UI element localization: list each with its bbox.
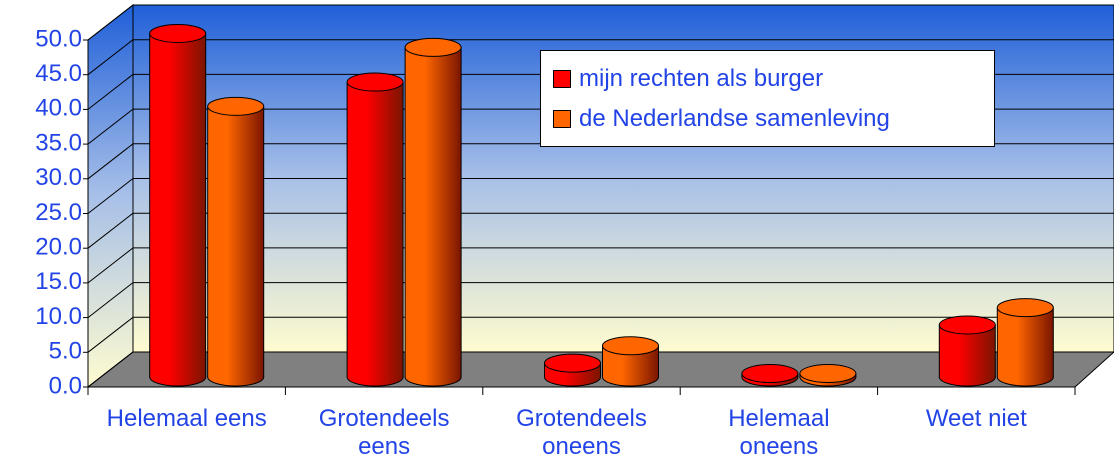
bar-top — [346, 72, 404, 92]
bar-top — [996, 298, 1054, 318]
grid-line-side — [87, 4, 134, 41]
y-tick-label: 30.0 — [35, 164, 82, 191]
y-tick-label: 15.0 — [35, 268, 82, 295]
bar-top — [149, 23, 207, 43]
bar — [997, 307, 1054, 377]
bar-top — [404, 37, 462, 57]
bar — [207, 106, 264, 377]
y-tick-label: 0.0 — [49, 372, 82, 399]
grid-line-side — [87, 282, 134, 318]
bar — [149, 33, 206, 377]
grid-line-side — [87, 351, 134, 388]
bar-top — [741, 364, 799, 384]
bar-top — [602, 336, 659, 356]
bar-top — [544, 353, 601, 373]
legend-swatch — [553, 110, 571, 128]
y-tick-label: 20.0 — [35, 234, 82, 261]
legend-label: de Nederlandse samenleving — [579, 105, 890, 132]
grid-line-side — [87, 39, 134, 76]
x-tick-label: Weet niet — [925, 405, 1027, 432]
y-tick-label: 45.0 — [35, 60, 82, 87]
grid-line-side — [87, 316, 134, 353]
legend-label: mijn rechten als burger — [579, 65, 824, 92]
y-tick-label: 25.0 — [35, 199, 82, 226]
legend: mijn rechten als burger de Nederlandse sa… — [540, 50, 995, 147]
legend-entry: de Nederlandse samenleving — [553, 105, 890, 133]
bar — [347, 82, 404, 378]
x-tick-label: Grotendeels oneens — [516, 405, 647, 460]
y-tick-label: 5.0 — [49, 338, 82, 365]
legend-swatch — [553, 70, 571, 88]
y-tick-label: 50.0 — [35, 25, 82, 52]
grid-line-side — [87, 143, 134, 180]
grid-line-side — [87, 247, 134, 284]
y-tick-label: 35.0 — [35, 129, 82, 156]
y-tick-label: 10.0 — [35, 303, 82, 330]
bar-top — [799, 364, 857, 384]
x-tick-label: Grotendeels eens — [318, 405, 450, 460]
legend-entry: mijn rechten als burger — [553, 65, 823, 93]
x-tick-label: Helemaal eens — [106, 405, 267, 432]
grid-line-side — [87, 212, 134, 249]
y-tick-label: 40.0 — [35, 95, 82, 122]
grid-line-side — [87, 108, 134, 145]
grid-line-side — [87, 178, 134, 214]
bar-top — [938, 315, 996, 335]
bar-top — [207, 96, 265, 116]
grid-line-side — [87, 74, 134, 110]
x-tick-label: Helemaal oneens — [728, 405, 830, 460]
bar — [405, 47, 462, 377]
